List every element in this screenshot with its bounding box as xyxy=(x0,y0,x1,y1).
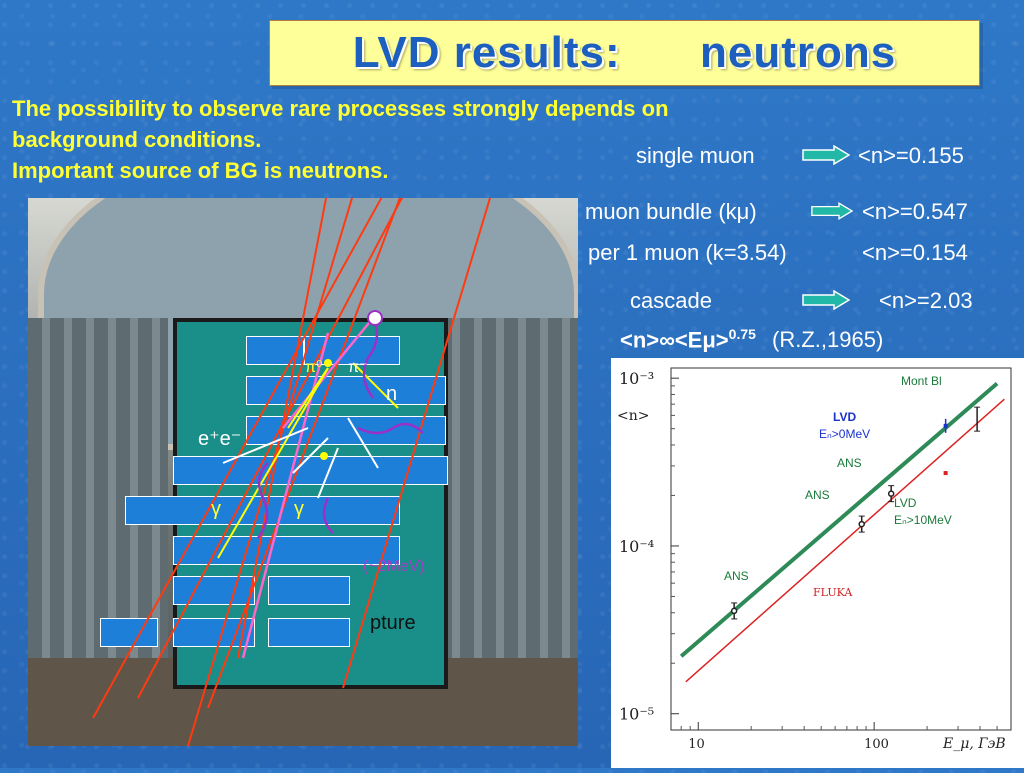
scaling-formula: <n>∞<Eμ>0.75 (R.Z.,1965) xyxy=(620,326,883,353)
label-montbl: Mont Bl xyxy=(901,374,942,388)
fluka-line xyxy=(685,398,1005,683)
label-ee: e⁺e⁻ xyxy=(198,428,242,450)
arrow-right-icon xyxy=(802,290,850,310)
result-cascade-label: cascade xyxy=(630,288,712,313)
label-en0: Eₙ>0MeV xyxy=(819,427,870,441)
plot-frame xyxy=(670,367,1012,731)
formula-main: <n>∞<Eμ> xyxy=(620,327,729,353)
title-box: LVD results: neutrons xyxy=(269,20,980,86)
label-en10: Eₙ>10MeV xyxy=(894,513,952,527)
y-tick-label: 10⁻³ xyxy=(619,369,654,388)
counter-block xyxy=(173,576,255,605)
intro-line-2: background conditions. xyxy=(12,127,262,152)
result-bundle-label: muon bundle (kμ) xyxy=(585,199,757,224)
formula-exponent: 0.75 xyxy=(728,326,756,342)
label-pi0: π⁰ xyxy=(305,359,323,376)
y-tick-label: 10⁻⁵ xyxy=(619,705,654,724)
slide-title: LVD results: neutrons xyxy=(352,28,897,77)
label-ans-2: ANS xyxy=(805,488,830,502)
event-tracks xyxy=(92,198,492,746)
formula-ref: (R.Z.,1965) xyxy=(772,327,884,353)
label-capture: pture xyxy=(370,612,416,634)
lvd10-point xyxy=(943,471,948,476)
y-tick-label: 10⁻⁴ xyxy=(619,537,654,556)
chart-svg: 10⁻³ 10⁻⁴ 10⁻⁵ 10 100 <n> E_μ, ГэВ Mont Bl LVD Eₙ… xyxy=(617,367,1012,752)
result-single-muon-value: <n>=0.155 xyxy=(858,143,964,168)
label-pi-minus: π⁻ xyxy=(348,359,368,376)
counter-block xyxy=(125,496,400,525)
counter-block xyxy=(173,456,448,485)
label-lvd: LVD xyxy=(833,410,856,424)
result-per-muon-label: per 1 muon (k=3.54) xyxy=(588,240,787,265)
intro-line-1: The possibility to observe rare processe… xyxy=(12,96,669,121)
result-bundle-value: <n>=0.547 xyxy=(862,199,968,224)
arrow-right-icon xyxy=(802,145,850,165)
label-neutron: n xyxy=(386,383,398,405)
detector-photo: e⁺e⁻ n γ γ π⁰ π⁻ (~2MeV) pture xyxy=(28,198,578,746)
label-ans-1: ANS xyxy=(837,456,862,470)
ans-point xyxy=(858,520,865,528)
result-per-muon-value: <n>=0.154 xyxy=(862,240,968,265)
counter-block xyxy=(100,618,158,647)
ans-point xyxy=(887,490,895,497)
counter-block xyxy=(268,576,350,605)
x-tick-label: 10 xyxy=(688,737,705,752)
label-ans-3: ANS xyxy=(724,569,749,583)
ans-point xyxy=(730,607,738,615)
lvd0-point xyxy=(943,423,948,428)
intro-line-3: Important source of BG is neutrons. xyxy=(12,158,389,183)
counter-block xyxy=(268,618,350,647)
x-axis-label: E_μ, ГэВ xyxy=(942,736,1006,752)
x-tick-label: 100 xyxy=(864,737,889,752)
intro-text: The possibility to observe rare processe… xyxy=(12,93,972,186)
label-fluka: FLUKA xyxy=(813,586,853,599)
neutron-yield-chart: 10⁻³ 10⁻⁴ 10⁻⁵ 10 100 <n> E_μ, ГэВ Mont Bl LVD Eₙ… xyxy=(611,358,1024,768)
label-energy: (~2MeV) xyxy=(363,558,425,575)
result-single-muon-label: single muon xyxy=(636,143,755,168)
y-axis-label: <n> xyxy=(617,408,649,424)
label-lvd-2: LVD xyxy=(894,496,917,510)
arrow-right-icon xyxy=(811,201,853,221)
label-gamma-1: γ xyxy=(211,498,221,520)
label-gamma-2: γ xyxy=(294,498,304,520)
result-cascade-value: <n>=2.03 xyxy=(879,288,973,313)
